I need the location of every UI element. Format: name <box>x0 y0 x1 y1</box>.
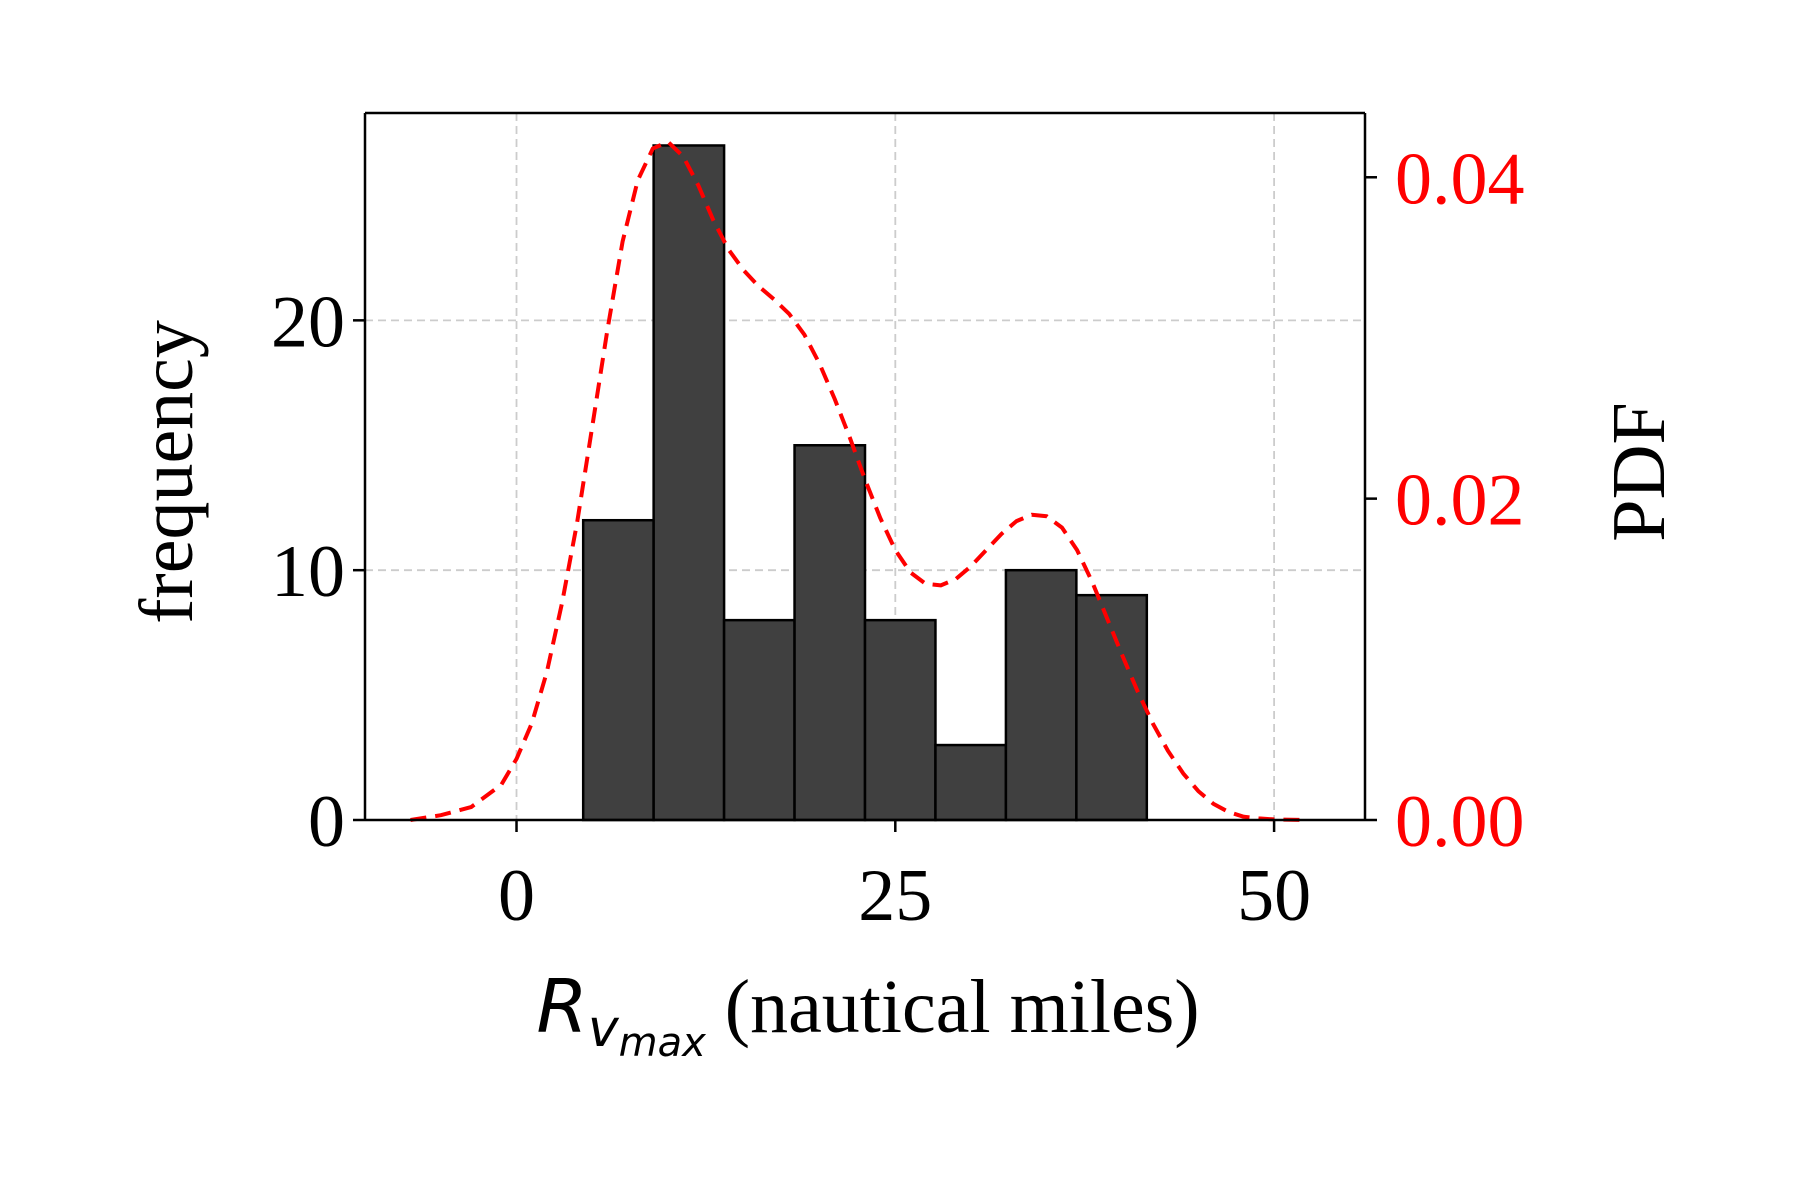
y2-tick-label-1: 0.02 <box>1395 460 1525 542</box>
histogram-bar-5 <box>934 743 1008 822</box>
x-axis-label-subsubscript: max <box>619 1020 706 1066</box>
axes-layer <box>363 111 1367 822</box>
bars-layer <box>581 144 1149 822</box>
pdf-line-0 <box>410 139 1305 822</box>
y2-tick-label-2: 0.04 <box>1395 138 1525 220</box>
y-tick-label-0: 0 <box>308 781 345 863</box>
x-tick-label-1: 25 <box>858 855 932 937</box>
x-tick-label-0: 0 <box>498 855 535 937</box>
histogram-bar-7 <box>1075 593 1149 822</box>
x-axis-label-subscript: v <box>588 999 620 1059</box>
x-axis-label-symbol: R <box>536 964 587 1050</box>
y-tick-label-2: 20 <box>271 281 345 363</box>
y-axis-label: frequency <box>125 320 209 624</box>
pdf-layer <box>410 139 1305 822</box>
y2-axis-label: PDF <box>1597 402 1681 541</box>
y2-tick-label-0: 0.00 <box>1395 781 1525 863</box>
y-tick-label-1: 10 <box>271 531 345 613</box>
histogram-bar-6 <box>1004 568 1078 822</box>
histogram-bar-2 <box>722 618 796 822</box>
x-tick-label-2: 50 <box>1237 855 1311 937</box>
histogram-bar-3 <box>793 444 867 822</box>
histogram-bar-0 <box>581 518 655 822</box>
histogram-bar-4 <box>863 618 937 822</box>
ticks-layer: 0 25 50 0 10 20 0.00 0.02 0.04 <box>271 138 1525 937</box>
x-axis-label-text: (nautical miles) <box>706 965 1200 1049</box>
x-axis-label: Rvmax (nautical miles) <box>536 964 1199 1066</box>
histogram-bar-1 <box>652 144 726 822</box>
